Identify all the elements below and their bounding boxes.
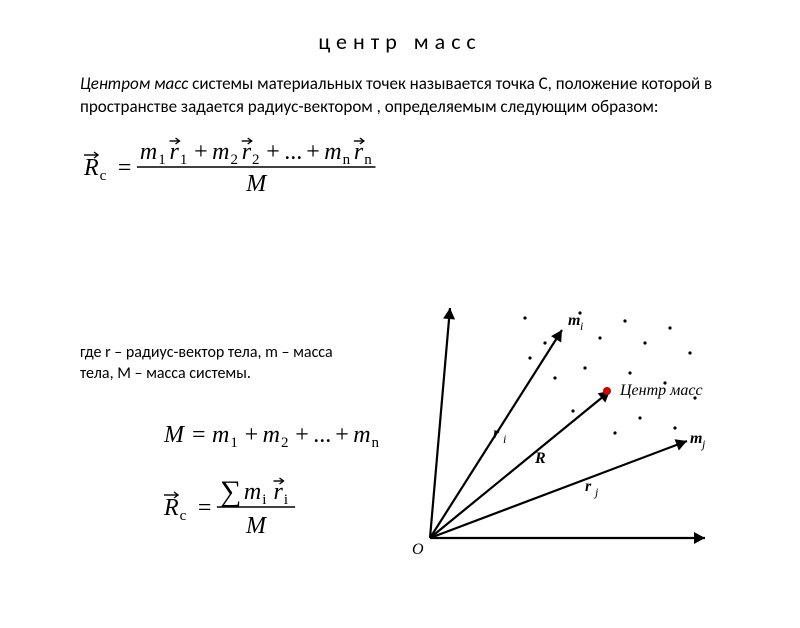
svg-text:M: M bbox=[163, 422, 186, 448]
svg-text:r: r bbox=[274, 479, 284, 505]
svg-text:i: i bbox=[503, 432, 506, 446]
svg-text:2: 2 bbox=[281, 435, 289, 451]
svg-text:O: O bbox=[412, 541, 424, 558]
definition-paragraph: Центром масс системы материальных точек … bbox=[80, 73, 730, 119]
svg-text:2: 2 bbox=[230, 152, 238, 168]
definition-lead: Центром масс bbox=[80, 73, 188, 94]
svg-text:m: m bbox=[690, 430, 702, 447]
svg-text:c: c bbox=[100, 168, 107, 184]
center-of-mass-diagram: riRrjmimjЦентр массO bbox=[375, 283, 725, 583]
svg-text:+: + bbox=[335, 422, 349, 448]
svg-text:=: = bbox=[198, 495, 212, 521]
svg-text:n: n bbox=[343, 152, 351, 168]
svg-text:1: 1 bbox=[230, 435, 238, 451]
svg-text:m: m bbox=[244, 479, 261, 505]
svg-text:i: i bbox=[580, 319, 583, 333]
svg-text:n: n bbox=[364, 152, 372, 168]
svg-text:r: r bbox=[493, 425, 500, 442]
svg-text:j: j bbox=[593, 485, 599, 499]
svg-text:m: m bbox=[324, 139, 341, 165]
svg-text:r: r bbox=[170, 139, 180, 165]
svg-text:+: + bbox=[266, 139, 280, 165]
variable-note: где r – радиус-вектор тела, m – масса те… bbox=[80, 343, 360, 385]
svg-text:m: m bbox=[353, 422, 370, 448]
svg-text:...: ... bbox=[284, 139, 302, 165]
svg-text:1: 1 bbox=[180, 152, 188, 168]
svg-text:2: 2 bbox=[252, 152, 260, 168]
svg-text:∑: ∑ bbox=[220, 475, 241, 508]
svg-text:m: m bbox=[212, 139, 229, 165]
svg-text:R: R bbox=[534, 450, 546, 467]
formula-rc-sigma: Rc=∑miriM bbox=[160, 471, 360, 546]
svg-text:M: M bbox=[245, 513, 268, 539]
svg-text:M: M bbox=[245, 171, 268, 197]
svg-text:Центр масс: Центр масс bbox=[619, 382, 703, 399]
svg-text:...: ... bbox=[313, 422, 331, 448]
svg-text:1: 1 bbox=[158, 152, 166, 168]
svg-text:=: = bbox=[118, 155, 132, 181]
page-title: центр масс bbox=[0, 28, 800, 55]
svg-text:+: + bbox=[245, 422, 259, 448]
svg-text:R: R bbox=[163, 495, 179, 521]
svg-text:i: i bbox=[262, 492, 266, 508]
svg-text:m: m bbox=[140, 139, 157, 165]
svg-text:=: = bbox=[192, 422, 206, 448]
svg-text:r: r bbox=[585, 478, 592, 495]
svg-text:+: + bbox=[295, 422, 309, 448]
formula-rc-expanded: Rc=m1r1+m2r2+...+mnrnM bbox=[80, 133, 800, 203]
svg-text:r: r bbox=[242, 139, 252, 165]
svg-text:+: + bbox=[306, 139, 320, 165]
svg-text:m: m bbox=[212, 422, 229, 448]
svg-text:m: m bbox=[263, 422, 280, 448]
svg-text:R: R bbox=[83, 155, 99, 181]
svg-text:c: c bbox=[180, 508, 187, 524]
svg-text:r: r bbox=[354, 139, 364, 165]
svg-text:m: m bbox=[568, 312, 580, 329]
svg-text:+: + bbox=[194, 139, 208, 165]
svg-text:i: i bbox=[284, 492, 288, 508]
